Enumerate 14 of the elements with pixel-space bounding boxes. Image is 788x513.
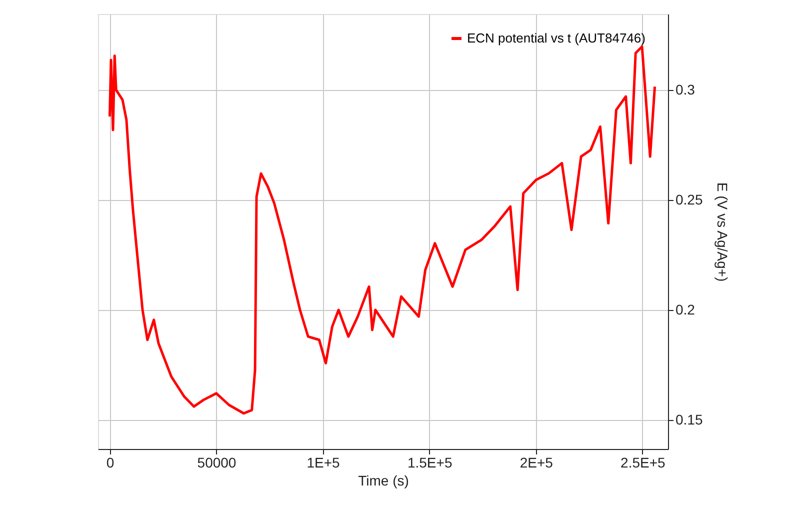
x-tick-label: 1E+5 (306, 454, 340, 470)
line-series (108, 45, 656, 415)
x-tick-label: 1.5E+5 (407, 454, 452, 470)
x-tick-label: 50000 (197, 454, 236, 470)
x-tick-label: 2E+5 (520, 454, 554, 470)
y-tick-label: 0.25 (676, 191, 703, 208)
x-tick-label: 2.5E+5 (620, 454, 666, 470)
x-axis-title: Time (s) (358, 472, 409, 488)
y-axis-title: E (V vs Ag/Ag+) (714, 182, 731, 282)
legend-label: ECN potential vs t (AUT84746) (467, 30, 646, 46)
x-tick-label: 0 (106, 454, 114, 470)
y-tick-label: 0.15 (676, 411, 703, 428)
y-tick-label: 0.2 (676, 301, 696, 318)
y-tick-label: 0.3 (676, 81, 696, 98)
